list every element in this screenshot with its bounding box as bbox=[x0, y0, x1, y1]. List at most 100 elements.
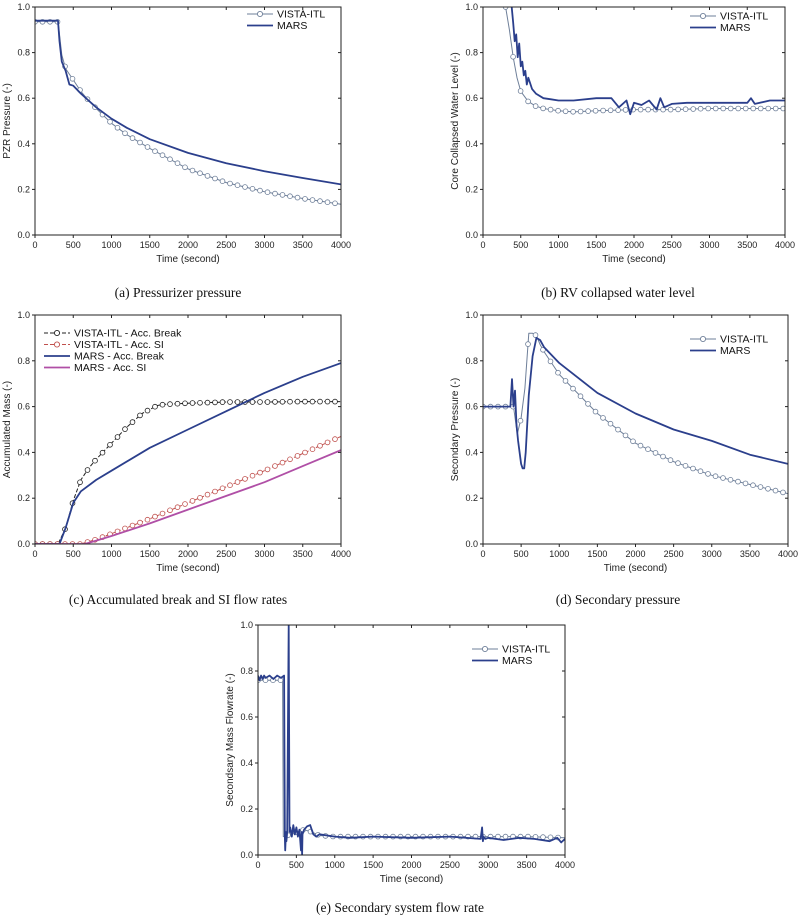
data-point bbox=[234, 182, 241, 189]
legend-marker bbox=[481, 645, 489, 653]
data-point bbox=[780, 105, 785, 112]
data-point bbox=[182, 501, 188, 507]
data-point bbox=[189, 167, 196, 174]
data-point bbox=[99, 449, 106, 456]
x-tick-label: 3000 bbox=[699, 240, 719, 250]
data-point bbox=[742, 105, 749, 112]
x-tick-label: 3000 bbox=[254, 549, 274, 559]
data-point bbox=[174, 504, 181, 511]
x-tick-label: 500 bbox=[514, 549, 529, 559]
legend-label-mars: MARS bbox=[720, 345, 750, 357]
x-tick-label: 2500 bbox=[440, 860, 460, 870]
x-tick-label: 3500 bbox=[293, 240, 313, 250]
data-point bbox=[167, 156, 173, 163]
y-axis-title: PZR Pressure (-) bbox=[2, 83, 13, 159]
y-tick-label: 0.6 bbox=[17, 402, 30, 412]
data-point bbox=[577, 108, 584, 115]
series-line-mars-acc-si bbox=[35, 449, 341, 544]
data-point bbox=[219, 399, 226, 405]
data-point bbox=[332, 436, 338, 442]
data-point bbox=[667, 106, 674, 113]
data-point bbox=[107, 441, 113, 448]
data-point bbox=[242, 476, 248, 482]
x-tick-label: 4000 bbox=[775, 240, 795, 250]
data-point bbox=[510, 53, 516, 60]
x-tick-label: 2500 bbox=[216, 549, 236, 559]
x-tick-label: 1000 bbox=[101, 549, 121, 559]
data-point bbox=[727, 476, 734, 483]
data-point bbox=[757, 105, 764, 112]
data-point bbox=[630, 438, 636, 445]
data-point bbox=[167, 401, 173, 407]
data-point bbox=[720, 475, 726, 481]
y-tick-label: 0.8 bbox=[465, 48, 478, 58]
data-point bbox=[705, 471, 711, 477]
caption-e: (e) Secondary system flow rate bbox=[316, 900, 484, 915]
series-line-mars bbox=[483, 336, 788, 470]
y-tick-label: 0.4 bbox=[465, 447, 478, 457]
series-group bbox=[258, 625, 565, 855]
x-tick-label: 3000 bbox=[478, 860, 498, 870]
data-point bbox=[227, 399, 233, 405]
panel-a-pzr-pressure: 0 500 1000 1500 2000 2500 3000 3500 4000 0.0 0.2 0.… bbox=[2, 2, 351, 265]
data-point bbox=[294, 194, 301, 201]
data-point bbox=[302, 398, 308, 405]
legend-label-vista-itl: VISTA-ITL bbox=[502, 644, 550, 656]
plot-frame bbox=[482, 6, 786, 236]
y-tick-label: 0.4 bbox=[240, 758, 253, 768]
data-point bbox=[152, 513, 158, 520]
data-point bbox=[317, 398, 323, 405]
series-line-mars-acc-break bbox=[35, 362, 341, 544]
data-point bbox=[682, 462, 689, 469]
data-point bbox=[137, 519, 143, 526]
x-axis-title: Time (second) bbox=[380, 874, 444, 885]
data-point bbox=[249, 472, 256, 479]
data-point bbox=[547, 834, 554, 841]
data-point bbox=[570, 109, 576, 115]
y-tick-label: 0.2 bbox=[17, 184, 30, 194]
x-tick-label: 500 bbox=[289, 860, 304, 870]
x-tick-label: 0 bbox=[480, 549, 485, 559]
data-point bbox=[234, 479, 241, 485]
data-point bbox=[159, 401, 166, 408]
legend-marker bbox=[53, 329, 61, 337]
legend-label-mars: MARS bbox=[720, 22, 750, 34]
data-point bbox=[122, 426, 128, 432]
legend-label-mars: MARS bbox=[277, 20, 307, 32]
data-point bbox=[137, 412, 143, 419]
legend-label-vista-itl-acc-break: VISTA-ITL - Acc. Break bbox=[74, 328, 182, 340]
x-tick-label: 2000 bbox=[178, 549, 198, 559]
y-tick-label: 1.0 bbox=[465, 310, 478, 320]
legend-marker bbox=[53, 341, 61, 348]
x-axis-title: Time (second) bbox=[156, 563, 220, 574]
x-axis-title: Time (second) bbox=[604, 563, 668, 574]
y-tick-label: 0.2 bbox=[465, 184, 478, 194]
data-point bbox=[600, 107, 606, 114]
data-point bbox=[750, 105, 756, 112]
data-point bbox=[287, 193, 293, 200]
data-point bbox=[114, 434, 121, 440]
x-tick-label: 1500 bbox=[587, 549, 607, 559]
data-point bbox=[735, 478, 741, 485]
data-point bbox=[287, 456, 293, 463]
data-point bbox=[622, 432, 629, 439]
series-line-mars bbox=[258, 625, 565, 855]
data-point bbox=[622, 107, 629, 113]
y-tick-label: 0.0 bbox=[465, 539, 478, 549]
data-point bbox=[129, 135, 136, 141]
x-tick-label: 2500 bbox=[664, 549, 684, 559]
data-point bbox=[317, 198, 323, 204]
data-point bbox=[712, 105, 719, 112]
y-tick-label: 1.0 bbox=[240, 620, 253, 630]
x-tick-label: 3500 bbox=[517, 860, 537, 870]
x-tick-label: 3000 bbox=[702, 549, 722, 559]
data-point bbox=[690, 106, 696, 112]
x-tick-label: 4000 bbox=[778, 549, 798, 559]
data-point bbox=[77, 479, 83, 486]
x-tick-label: 1000 bbox=[548, 240, 568, 250]
caption-d: (d) Secondary pressure bbox=[556, 592, 680, 607]
panel-e-secondary-flowrate: 0 500 1000 1500 2000 2500 3000 3500 4000 0.0 0.2 0.… bbox=[225, 620, 575, 885]
data-point bbox=[227, 482, 233, 489]
